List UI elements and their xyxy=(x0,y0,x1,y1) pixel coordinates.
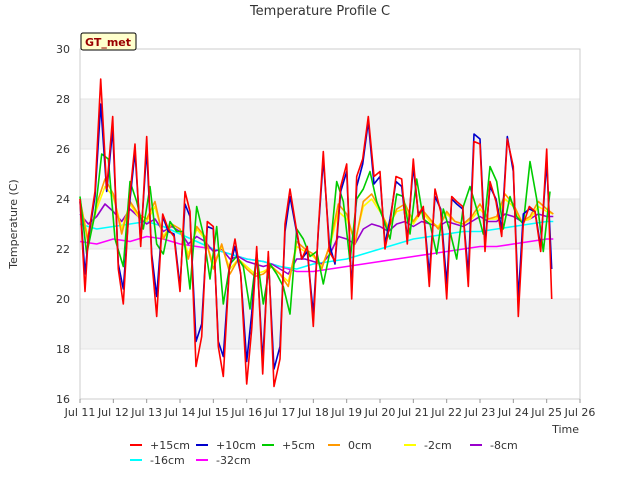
legend-label: +15cm xyxy=(150,439,190,452)
y-tick-label: 24 xyxy=(56,193,70,206)
x-tick-label: Jul 20 xyxy=(364,406,396,419)
series-lines xyxy=(79,78,554,388)
x-tick-label: Jul 12 xyxy=(97,406,129,419)
grid-band xyxy=(80,299,580,349)
y-axis: 16 18 20 22 24 26 28 30 xyxy=(56,43,70,406)
legend-label: -2cm xyxy=(424,439,452,452)
y-tick-label: 30 xyxy=(56,43,70,56)
legend-label: 0cm xyxy=(348,439,372,452)
x-tick-label: Jul 25 xyxy=(530,406,562,419)
y-tick-label: 18 xyxy=(56,343,70,356)
x-tick-label: Jul 16 xyxy=(230,406,262,419)
y-tick-label: 20 xyxy=(56,293,70,306)
series-line-0cm xyxy=(79,178,554,288)
y-tick-label: 26 xyxy=(56,143,70,156)
legend-label: -32cm xyxy=(216,454,251,467)
x-tick-label: Jul 26 xyxy=(564,406,596,419)
series-line-+15cm xyxy=(79,78,553,388)
legend-label: +10cm xyxy=(216,439,256,452)
x-tick-label: Jul 24 xyxy=(497,406,529,419)
y-tick-label: 22 xyxy=(56,243,70,256)
y-tick-label: 16 xyxy=(56,393,70,406)
y-tick-label: 28 xyxy=(56,93,70,106)
x-axis: Jul 11 Jul 12 Jul 13 Jul 14 Jul 15 Jul 16 Jul … xyxy=(64,399,596,419)
x-tick-label: Jul 18 xyxy=(297,406,329,419)
grid-band xyxy=(80,99,580,149)
x-tick-label: Jul 13 xyxy=(130,406,162,419)
legend-label: -16cm xyxy=(150,454,185,467)
legend: +15cm +10cm +5cm 0cm -2cm -8cm -16cm -32cm xyxy=(130,439,518,467)
x-tick-label: Jul 23 xyxy=(464,406,496,419)
annotation-label: GT_met xyxy=(85,36,131,49)
x-axis-label: Time xyxy=(551,423,579,436)
x-tick-label: Jul 19 xyxy=(330,406,362,419)
annotation-box: GT_met xyxy=(80,32,137,51)
legend-label: +5cm xyxy=(282,439,315,452)
x-tick-label: Jul 22 xyxy=(430,406,462,419)
x-tick-label: Jul 11 xyxy=(64,406,96,419)
x-tick-label: Jul 21 xyxy=(397,406,429,419)
chart-title: Temperature Profile C xyxy=(249,4,390,19)
x-tick-label: Jul 15 xyxy=(197,406,229,419)
y-axis-label: Temperature (C) xyxy=(7,179,20,269)
legend-label: -8cm xyxy=(490,439,518,452)
x-tick-label: Jul 14 xyxy=(164,406,196,419)
x-tick-label: Jul 17 xyxy=(264,406,296,419)
